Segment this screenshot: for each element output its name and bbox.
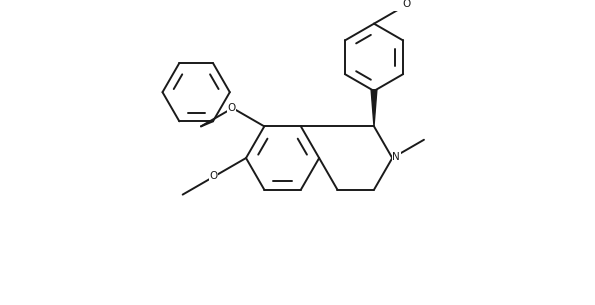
Text: O: O: [227, 103, 236, 113]
Text: O: O: [209, 171, 218, 181]
Text: N: N: [392, 152, 400, 162]
Polygon shape: [371, 90, 377, 126]
Text: O: O: [402, 0, 411, 9]
